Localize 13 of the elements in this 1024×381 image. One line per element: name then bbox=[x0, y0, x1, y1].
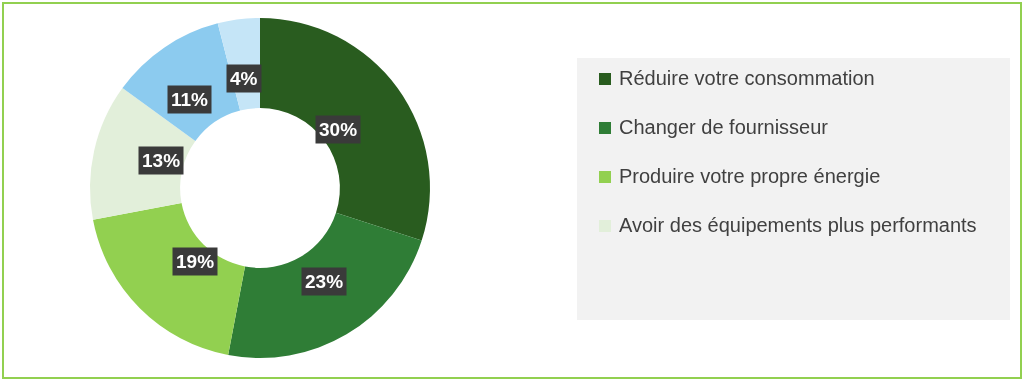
data-label: 30% bbox=[319, 119, 358, 140]
donut-slice bbox=[260, 18, 430, 241]
data-label: 11% bbox=[171, 89, 209, 110]
legend-label: Avoir des équipements plus performants bbox=[619, 213, 977, 238]
legend-label: Réduire votre consommation bbox=[619, 66, 875, 91]
data-label: 13% bbox=[142, 150, 181, 171]
data-label: 19% bbox=[176, 251, 215, 272]
legend-label: Changer de fournisseur bbox=[619, 115, 829, 140]
legend-label: Produire votre propre énergie bbox=[619, 164, 881, 189]
data-label: 4% bbox=[230, 68, 258, 89]
data-label: 23% bbox=[305, 271, 344, 292]
donut-slice bbox=[228, 212, 422, 358]
donut-slice bbox=[93, 202, 246, 355]
